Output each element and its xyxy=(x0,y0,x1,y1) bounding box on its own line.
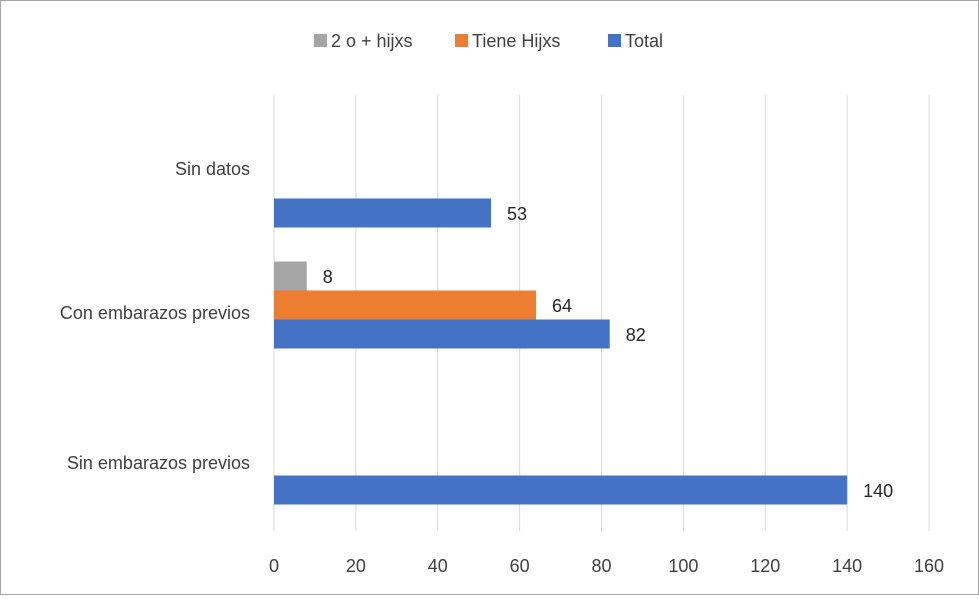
bars xyxy=(274,198,848,505)
x-tick-label: 0 xyxy=(269,556,279,576)
x-tick-label: 140 xyxy=(832,556,862,576)
bar-2-o-hijxs xyxy=(274,261,307,291)
x-tick-label: 120 xyxy=(750,556,780,576)
category-labels: Sin datos Con embarazos previos Sin embara… xyxy=(60,159,250,473)
data-label: 82 xyxy=(626,325,646,345)
category-label: Con embarazos previos xyxy=(60,303,250,323)
legend-swatch xyxy=(314,34,327,47)
legend-label: Total xyxy=(625,31,663,51)
x-tick-label: 60 xyxy=(510,556,530,576)
legend-label: Tiene Hijxs xyxy=(472,31,560,51)
x-tick-label: 80 xyxy=(591,556,611,576)
data-labels: 53 8 64 82 140 xyxy=(323,204,893,501)
bar-total xyxy=(274,198,491,228)
x-tick-labels: 0 20 40 60 80 100 120 140 160 xyxy=(269,556,944,576)
x-tick-label: 160 xyxy=(914,556,944,576)
bar-tiene-hijxs xyxy=(274,290,536,320)
legend-label: 2 o + hijxs xyxy=(331,31,413,51)
bar-total xyxy=(274,475,848,505)
x-tick-label: 20 xyxy=(346,556,366,576)
x-tick-label: 40 xyxy=(428,556,448,576)
legend-swatch xyxy=(608,34,621,47)
legend: 2 o + hijxs Tiene Hijxs Total xyxy=(314,31,663,51)
legend-swatch xyxy=(455,34,468,47)
category-label: Sin embarazos previos xyxy=(67,453,250,473)
x-tick-label: 100 xyxy=(668,556,698,576)
bar-total xyxy=(274,319,610,349)
category-label: Sin datos xyxy=(175,159,250,179)
data-label: 64 xyxy=(552,296,572,316)
data-label: 53 xyxy=(507,204,527,224)
data-label: 140 xyxy=(863,481,893,501)
gridlines xyxy=(273,95,930,531)
data-label: 8 xyxy=(323,267,333,287)
